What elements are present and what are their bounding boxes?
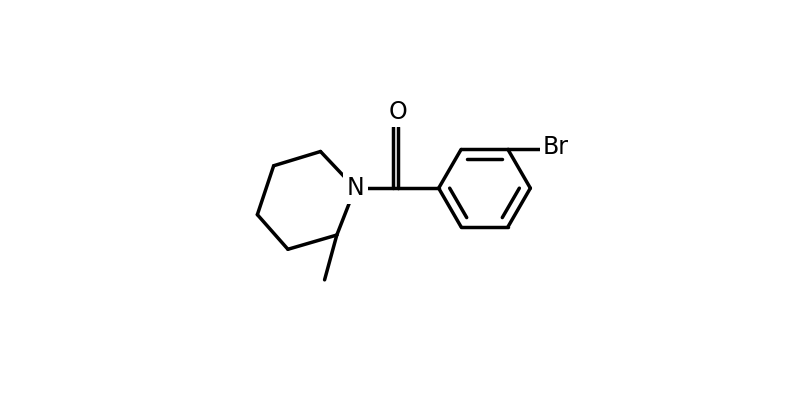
Text: O: O (388, 100, 407, 123)
Text: Br: Br (542, 135, 568, 159)
Text: N: N (346, 176, 364, 200)
